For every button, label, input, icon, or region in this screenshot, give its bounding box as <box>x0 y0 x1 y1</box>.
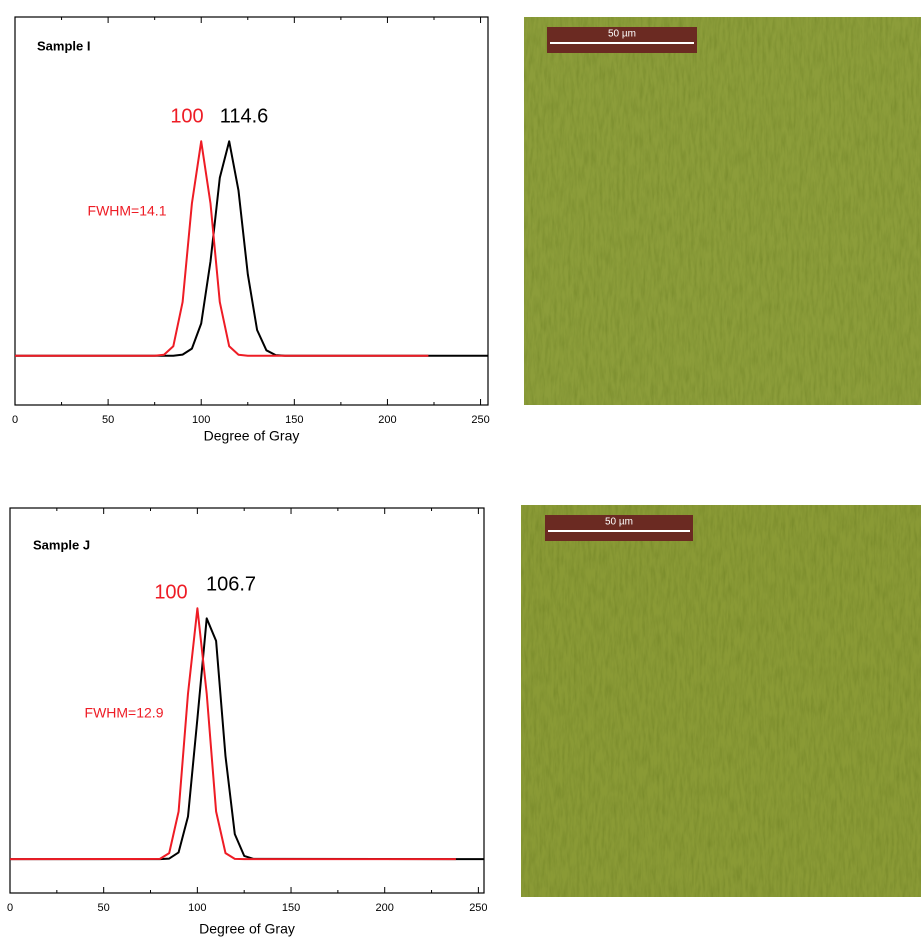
scale-bar-label: 50 µm <box>608 29 636 40</box>
scale-bar-box <box>547 27 697 53</box>
chart-title: Sample I <box>37 38 90 53</box>
x-tick-label: 200 <box>378 414 396 426</box>
chart-title: Sample J <box>33 537 90 552</box>
series-line <box>15 140 429 357</box>
x-tick-label: 100 <box>192 414 210 426</box>
annotation: 100 <box>170 105 203 127</box>
x-tick-label: 0 <box>7 902 13 914</box>
micrograph-texture <box>521 505 921 897</box>
plot-frame <box>9 507 485 894</box>
scale-bar-label: 50 µm <box>605 517 633 528</box>
x-tick-label: 50 <box>102 414 114 426</box>
x-tick-label: 50 <box>98 902 110 914</box>
x-axis-label: Degree of Gray <box>204 428 300 444</box>
annotation: FWHM=12.9 <box>85 705 164 721</box>
annotation: 114.6 <box>220 105 269 127</box>
x-tick-label: 100 <box>188 902 206 914</box>
series-line <box>10 617 484 861</box>
micrograph-texture <box>524 17 921 405</box>
x-tick-label: 150 <box>282 902 300 914</box>
x-axis-label: Degree of Gray <box>199 921 295 937</box>
annotation: FWHM=14.1 <box>88 203 167 219</box>
x-tick-label: 150 <box>285 414 303 426</box>
annotation: 100 <box>154 581 187 603</box>
scale-bar-box <box>545 515 693 541</box>
x-tick-label: 250 <box>471 414 489 426</box>
x-tick-label: 250 <box>469 902 487 914</box>
series-line <box>9 607 456 861</box>
x-tick-label: 200 <box>376 902 394 914</box>
series-line <box>15 140 488 357</box>
x-tick-label: 0 <box>12 414 18 426</box>
annotation: 106.7 <box>206 573 256 595</box>
plot-frame <box>14 16 489 406</box>
